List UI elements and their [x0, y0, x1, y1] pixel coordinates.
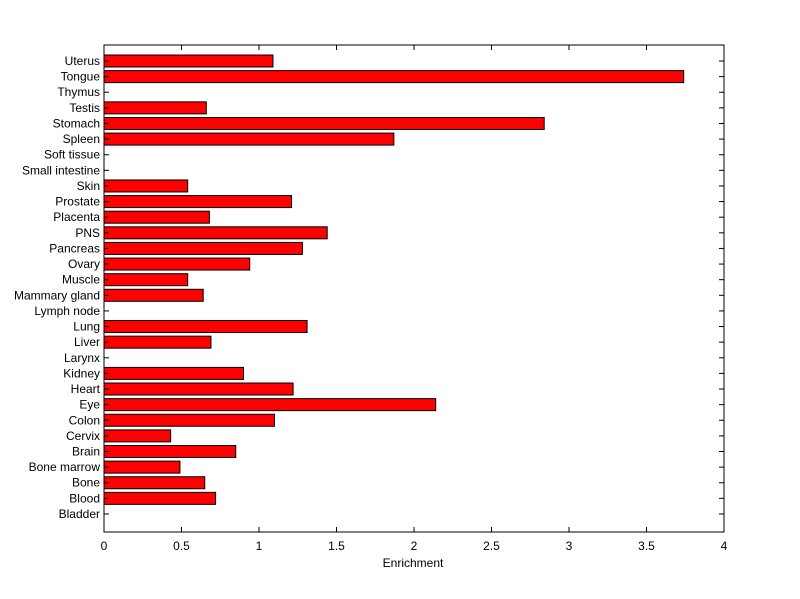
- y-tick-label: Heart: [71, 382, 101, 396]
- x-axis-label: Enrichment: [383, 556, 444, 570]
- x-tick-label: 3.5: [638, 539, 655, 553]
- bar-ovary: [103, 257, 251, 271]
- bar-brain: [103, 445, 237, 458]
- x-tick-label: 3: [566, 539, 573, 553]
- y-tick-label: Lymph node: [34, 304, 100, 318]
- y-tick-label: Mammary gland: [14, 288, 100, 302]
- bar-colon: [103, 413, 275, 427]
- y-tick-label: Soft tissue: [44, 148, 100, 162]
- y-tick-label: Pancreas: [49, 241, 100, 255]
- bar-kidney: [103, 366, 244, 380]
- y-tick-label: Kidney: [63, 366, 100, 380]
- bar-pancreas: [103, 241, 303, 255]
- y-tick-label: Liver: [74, 335, 100, 349]
- bar-prostate: [103, 195, 293, 209]
- y-tick-label: PNS: [75, 226, 100, 240]
- x-tick-label: 1: [256, 539, 263, 553]
- x-tick-label: 1.5: [328, 539, 345, 553]
- y-tick-label: Brain: [72, 445, 100, 459]
- bar-skin: [103, 179, 189, 193]
- plot-area-frame: [103, 44, 725, 533]
- bar-bone-marrow: [103, 460, 181, 474]
- x-tick-label: 0.5: [173, 539, 190, 553]
- bar-testis: [103, 101, 207, 115]
- bar-placenta: [103, 210, 210, 224]
- y-tick-label: Cervix: [66, 429, 100, 443]
- y-tick-label: Prostate: [55, 195, 100, 209]
- bar-muscle: [103, 273, 189, 287]
- bar-eye: [103, 398, 437, 412]
- y-tick-label: Skin: [77, 179, 100, 193]
- y-tick-label: Tongue: [61, 70, 101, 84]
- y-tick-label: Colon: [69, 413, 100, 427]
- bar-blood: [103, 491, 217, 505]
- y-tick-label: Stomach: [53, 116, 100, 130]
- y-tick-label: Bone marrow: [29, 460, 101, 474]
- bar-spleen: [103, 132, 395, 146]
- bar-uterus: [103, 54, 274, 68]
- y-tick-label: Blood: [69, 491, 100, 505]
- bar-stomach: [103, 116, 545, 130]
- y-tick-label: Bone: [72, 476, 100, 490]
- bar-bone: [103, 476, 206, 490]
- bar-pns: [103, 226, 328, 240]
- y-tick-label: Muscle: [62, 273, 100, 287]
- y-tick-label: Eye: [79, 398, 100, 412]
- y-tick-label: Ovary: [68, 257, 100, 271]
- bar-heart: [103, 382, 294, 396]
- y-tick-label: Bladder: [59, 507, 100, 521]
- bar-liver: [103, 335, 212, 349]
- y-tick-label: Thymus: [57, 85, 100, 99]
- y-tick-label: Uterus: [65, 54, 100, 68]
- bars-group: [103, 54, 685, 505]
- y-tick-label: Spleen: [63, 132, 100, 146]
- x-tick-label: 0: [101, 539, 108, 553]
- y-tick-label: Testis: [69, 101, 100, 115]
- y-tick-label: Lung: [73, 320, 100, 334]
- bar-cervix: [103, 429, 172, 443]
- bar-lung: [103, 320, 308, 334]
- x-tick-label: 2: [411, 539, 418, 553]
- x-tick-label: 4: [721, 539, 728, 553]
- y-tick-label: Larynx: [64, 351, 100, 365]
- x-ticks-group: 0 0.5 1 1.5 2 2.5 3 3.5 4: [101, 45, 728, 553]
- bar-mammary-gland: [103, 288, 204, 302]
- bar-tongue: [103, 70, 685, 84]
- y-tick-label: Small intestine: [22, 163, 100, 177]
- y-tick-label: Placenta: [53, 210, 100, 224]
- x-tick-label: 2.5: [483, 539, 500, 553]
